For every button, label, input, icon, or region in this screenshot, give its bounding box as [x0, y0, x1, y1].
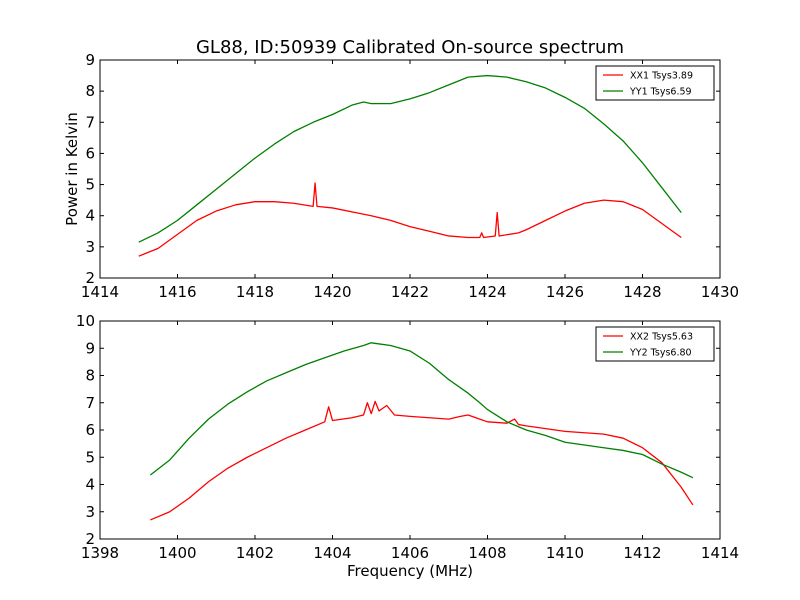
y-tick-label: 8 [85, 82, 95, 100]
x-tick-label: 1414 [701, 544, 739, 562]
y-tick-label: 7 [85, 394, 95, 412]
legend-label: XX1 Tsys3.89 [630, 71, 693, 82]
y-tick-label: 9 [85, 51, 95, 69]
x-tick-label: 1416 [158, 283, 196, 301]
chart-1: 1414 1416 1418 1420 1422 1424 1426 1428 1430 2 3 4 5… [63, 51, 739, 301]
x-tick-label: 1420 [313, 283, 351, 301]
legend-box [595, 326, 715, 362]
x-tick-label: 1410 [546, 544, 584, 562]
legend-label: XX2 Tsys5.63 [630, 332, 693, 343]
series-line-2-2 [149, 342, 694, 479]
figure-title: GL88, ID:50939 Calibrated On-source spec… [196, 37, 624, 58]
x-tick-label: 1408 [468, 544, 506, 562]
y-tick-label: 2 [85, 530, 95, 548]
plots-container: 1414 1416 1418 1420 1422 1424 1426 1428 1430 2 3 4 5… [63, 51, 739, 580]
y-tick-label: 2 [85, 269, 95, 287]
x-tick-label: 1424 [468, 283, 506, 301]
y-tick-label: 4 [85, 207, 95, 225]
x-tick-label: 1404 [313, 544, 351, 562]
x-tick-label: 1428 [623, 283, 661, 301]
y-tick-label: 5 [85, 176, 95, 194]
legend-1: XX1 Tsys3.89 YY1 Tsys6.59 [595, 65, 715, 101]
x-tick-label: 1418 [236, 283, 274, 301]
chart-2: 1398 1400 1402 1404 1406 1408 1410 1412 1414 2 3 4 5… [76, 312, 739, 580]
y-tick-label: 5 [85, 448, 95, 466]
y-tick-label: 3 [85, 503, 95, 521]
y-tick-label: 10 [76, 312, 95, 330]
x-tick-label: 1402 [236, 544, 274, 562]
x-tick-label: 1422 [391, 283, 429, 301]
y-tick-label: 3 [85, 238, 95, 256]
y-tick-label: 7 [85, 113, 95, 131]
y-tick-label: 6 [85, 421, 95, 439]
series-line-2-1 [150, 400, 694, 521]
series-line-1-1 [138, 182, 682, 257]
legend-2: XX2 Tsys5.63 YY2 Tsys6.80 [595, 326, 715, 362]
x-axis-label: Frequency (MHz) [347, 562, 473, 580]
x-tick-label: 1406 [391, 544, 429, 562]
legend-box [595, 65, 715, 101]
x-tick-label: 1400 [158, 544, 196, 562]
x-tick-label: 1430 [701, 283, 739, 301]
y-tick-label: 8 [85, 367, 95, 385]
x-tick-label: 1412 [623, 544, 661, 562]
x-tick-label: 1398 [81, 544, 119, 562]
y-tick-label: 4 [85, 476, 95, 494]
legend-label: YY1 Tsys6.59 [629, 87, 692, 98]
x-tick-label: 1426 [546, 283, 584, 301]
series-line-1-2 [138, 74, 682, 243]
y-axis-label: Power in Kelvin [63, 112, 81, 226]
legend-label: YY2 Tsys6.80 [629, 348, 692, 359]
x-tick-label: 1414 [81, 283, 119, 301]
y-tick-label: 6 [85, 144, 95, 162]
y-tick-label: 9 [85, 339, 95, 357]
